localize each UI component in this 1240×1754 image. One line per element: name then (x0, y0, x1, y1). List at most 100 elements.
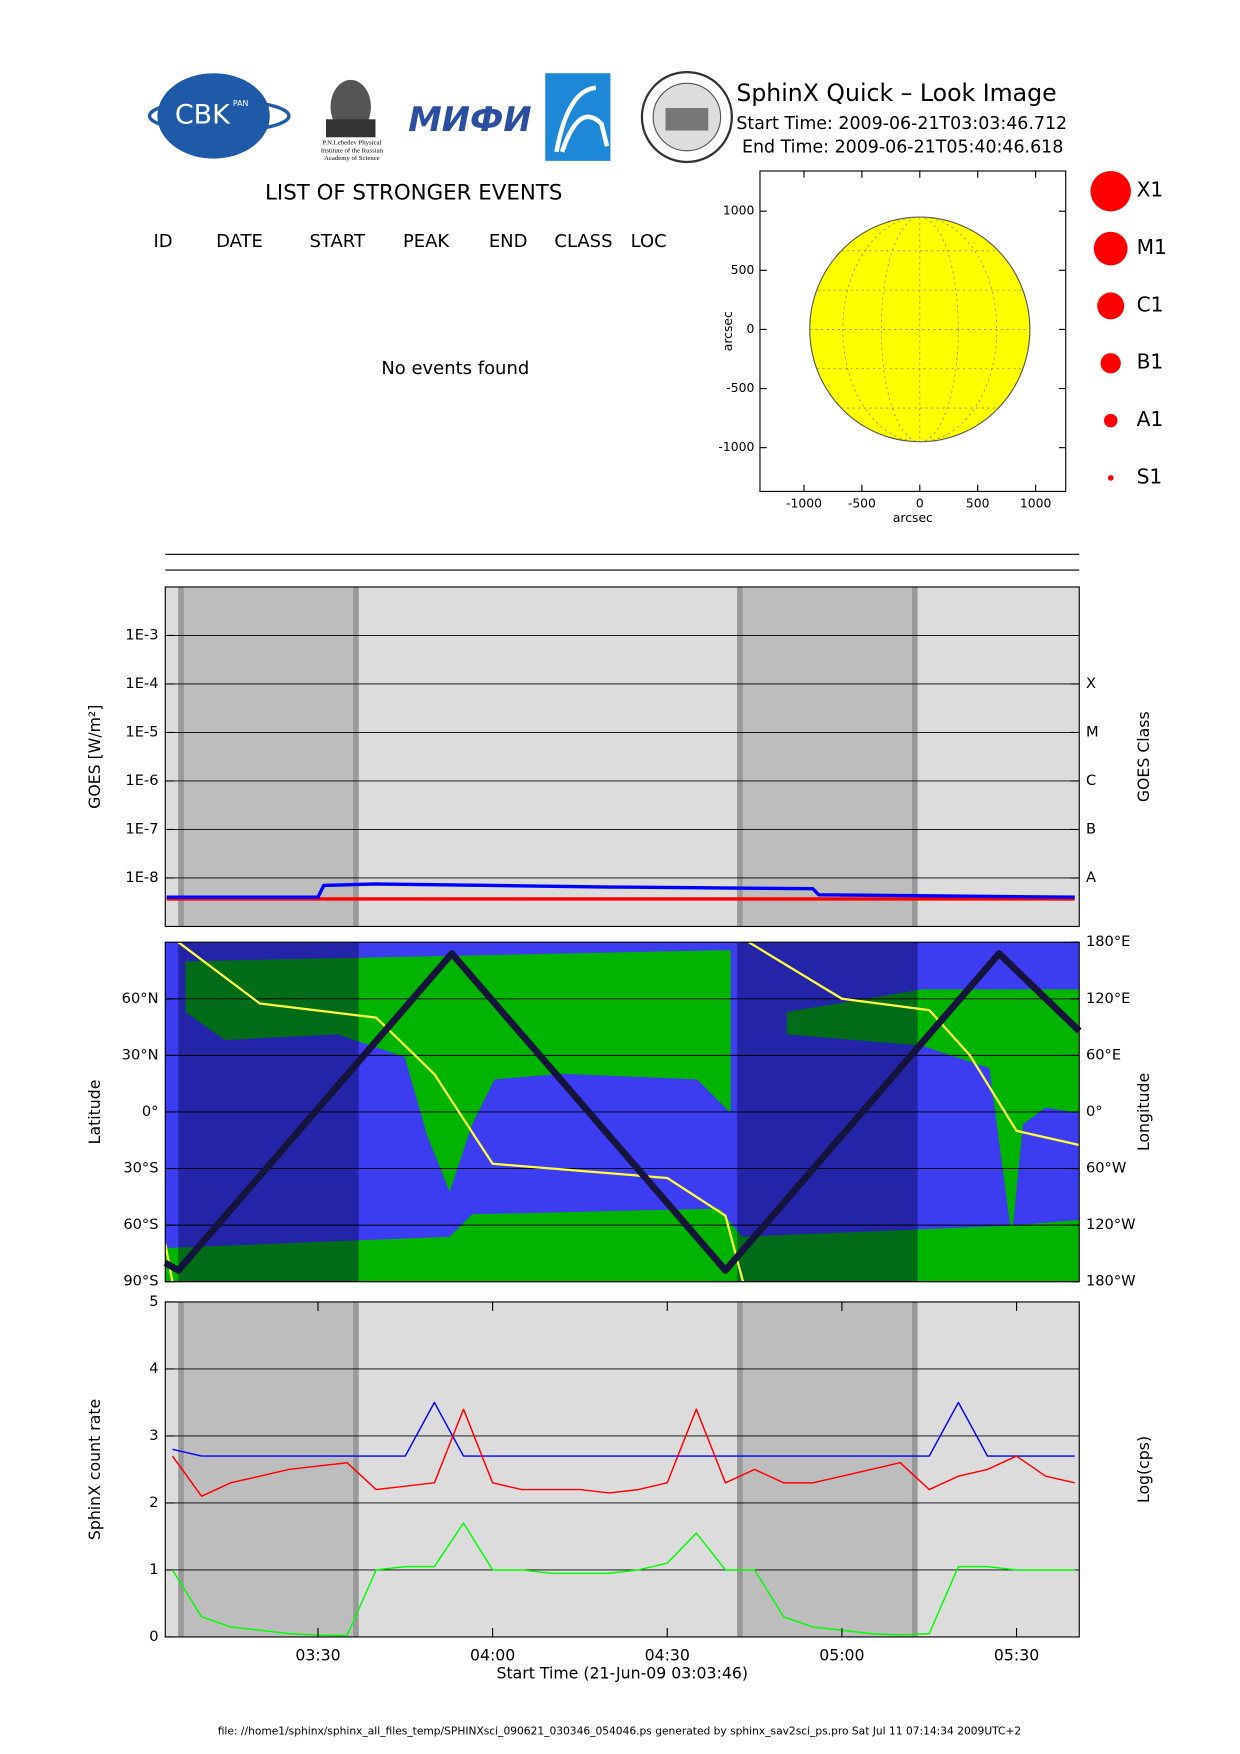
y2-tick-label: A (1086, 869, 1096, 886)
y-tick-label: 1E-7 (125, 820, 158, 837)
interval-edge (178, 1301, 184, 1637)
header-end: End Time: 2009-06-21T05:40:46.618 (742, 137, 1063, 157)
y2-tick-label: B (1086, 820, 1096, 837)
x-tick-label: 05:00 (819, 1646, 864, 1665)
interval-edge (353, 586, 359, 927)
logo-text: Academy of Science (324, 155, 380, 162)
interval-edge (737, 586, 743, 927)
y-tick-label: 30°N (122, 1046, 159, 1063)
logo-text: Institute of the Russian (321, 147, 384, 154)
y2-tick-label: C (1086, 772, 1096, 789)
logo-cbk: CBK PAN (147, 73, 291, 159)
legend-label: C1 (1137, 292, 1164, 316)
events-column: ID (153, 231, 172, 252)
events-column: CLASS (554, 231, 612, 252)
shaded-interval (178, 1301, 359, 1637)
y-tick-label: -1000 (718, 440, 754, 454)
y-tick-label: 60°N (122, 990, 159, 1007)
logo-square (545, 73, 611, 161)
plot-frame (759, 170, 1067, 492)
legend-marker (1090, 170, 1131, 212)
y2-tick-label: 60°E (1086, 1046, 1121, 1063)
y-tick-label: 1E-8 (125, 869, 158, 886)
legend-marker (1093, 231, 1128, 266)
series-line (172, 1401, 1075, 1457)
region (165, 1208, 1080, 1282)
legend-label: X1 (1137, 178, 1164, 202)
events-column: DATE (216, 231, 263, 252)
x-axis-label: Start Time (21-Jun-09 03:03:46) (496, 1664, 748, 1683)
y-tick-label: 2 (149, 1494, 158, 1511)
logo-text: PAN (233, 99, 249, 108)
disk-grid (880, 216, 959, 443)
series-line (171, 1522, 1075, 1637)
legend-label: B1 (1137, 350, 1164, 374)
x-tick-label: 0 (916, 496, 924, 510)
plot-area (165, 1301, 1080, 1638)
plot-area (163, 941, 1082, 1283)
events-column: LOC (631, 231, 667, 252)
x-tick-label: 05:30 (994, 1646, 1039, 1665)
interval-edge (911, 586, 918, 927)
logo-seal (640, 70, 733, 164)
y-axis-label: GOES [W/m²] (85, 705, 104, 809)
y2-tick-label: 0° (1086, 1103, 1103, 1120)
legend-label: M1 (1137, 235, 1167, 259)
logo-shape (665, 108, 709, 131)
logo-ring (147, 98, 291, 134)
y2-axis-label: Log(cps) (1134, 1436, 1153, 1503)
y2-axis-label: Longitude (1134, 1073, 1153, 1151)
logo-shape (157, 73, 270, 159)
footer: file: //home1/sphinx/sphinx_all_files_te… (218, 1724, 1021, 1737)
plot-frame (164, 1301, 1080, 1638)
events-title: LIST OF STRONGER EVENTS (265, 180, 562, 205)
y2-tick-label: X (1086, 675, 1096, 692)
y-tick-label: 0° (142, 1103, 159, 1120)
y-tick-label: 4 (149, 1360, 158, 1377)
x-tick-label: -500 (848, 496, 876, 510)
legend-marker (1107, 475, 1114, 481)
shaded-interval (178, 586, 359, 927)
y-tick-label: 0 (149, 1628, 158, 1645)
legend-marker (1100, 353, 1121, 374)
y-tick-label: 0 (746, 322, 754, 336)
y2-axis-label: GOES Class (1134, 711, 1153, 802)
logo-text: P.N.Lebedev Physical (322, 139, 381, 146)
x-tick-label: 1000 (1020, 496, 1052, 510)
logo-lebedev: P.N.Lebedev Physical Institute of the Ru… (321, 79, 384, 162)
y2-tick-label: 120°W (1086, 1216, 1136, 1233)
y-tick-label: 1E-3 (125, 626, 158, 643)
y2-tick-label: 60°W (1086, 1160, 1126, 1177)
plot-frame (164, 941, 1080, 1283)
series-line (163, 950, 1082, 1274)
region (786, 989, 1080, 1237)
y2-tick-label: 120°E (1086, 990, 1130, 1007)
y-tick-label: 1E-4 (125, 675, 158, 692)
x-axis-label: arcsec (893, 511, 933, 525)
x-tick-label: -1000 (786, 496, 822, 510)
y-tick-label: 500 (731, 263, 755, 277)
legend-label: S1 (1137, 464, 1163, 488)
y-tick-label: 1E-5 (125, 723, 158, 740)
y-axis-label: Latitude (85, 1080, 104, 1145)
logo-mephi: МИФИ (408, 100, 531, 139)
y-tick-label: 90°S (123, 1273, 158, 1290)
logo-text: CBK (175, 99, 231, 130)
legend-marker (1097, 292, 1125, 320)
events-message: No events found (381, 358, 529, 379)
y-tick-label: 60°S (123, 1216, 158, 1233)
x-tick-label: 500 (966, 496, 990, 510)
events-column: PEAK (403, 231, 450, 252)
y2-tick-label: 180°W (1086, 1273, 1136, 1290)
series-line (166, 882, 1075, 899)
interval-edge (737, 1301, 743, 1637)
y-tick-label: 1 (149, 1561, 158, 1578)
header-start: Start Time: 2009-06-21T03:03:46.712 (736, 114, 1067, 134)
interval-edge (178, 586, 184, 927)
y-axis-label: SphinX count rate (85, 1399, 104, 1540)
y-tick-label: 1E-6 (125, 772, 158, 789)
plot-area (165, 586, 1080, 927)
logo-text: МИФИ (408, 100, 531, 139)
logo-portrait (326, 119, 376, 138)
logo-shape (554, 85, 610, 153)
